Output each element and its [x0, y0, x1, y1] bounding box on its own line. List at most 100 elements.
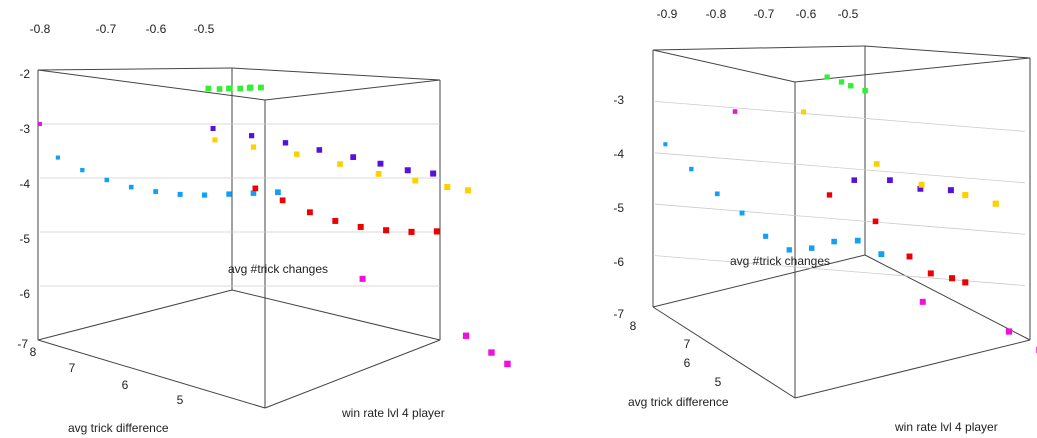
data-point [887, 177, 893, 184]
z-tick-label: -6 [613, 255, 624, 269]
data-point [128, 184, 134, 190]
data-point [38, 122, 42, 126]
data-point [359, 275, 366, 282]
data-point [739, 210, 745, 216]
z-tick-label: -5 [19, 232, 30, 246]
data-point [949, 275, 956, 282]
top-tick-label: -0.9 [657, 7, 678, 21]
top-tick-label: -0.5 [838, 7, 859, 21]
depth-tick-label: 7 [684, 337, 691, 351]
data-point [357, 223, 364, 230]
z-axis-title: avg #trick changes [228, 262, 328, 276]
top-tick-label: -0.7 [754, 7, 775, 21]
depth-tick-label: 5 [177, 393, 184, 407]
data-point [732, 109, 738, 114]
data-point [383, 227, 390, 234]
data-point [714, 191, 720, 197]
data-point [917, 185, 924, 192]
data-point [831, 238, 837, 245]
data-point [316, 147, 323, 153]
data-point [826, 192, 833, 198]
z-tick-labels: -3 -4 -5 -6 -7 [613, 93, 624, 321]
data-point [249, 133, 255, 139]
top-tick-label: -0.6 [796, 7, 817, 21]
data-point [279, 197, 286, 204]
data-point [962, 279, 969, 286]
data-point [848, 83, 854, 89]
data-point [992, 200, 999, 207]
top-tick-label: -0.8 [706, 7, 727, 21]
data-point [464, 187, 472, 194]
z-tick-label: -3 [613, 93, 624, 107]
top-tick-label: -0.6 [146, 22, 167, 36]
z-tick-label: -3 [19, 122, 30, 136]
x-axis-title: win rate lvl 4 player [341, 406, 445, 420]
grid-lines [40, 123, 440, 287]
data-point [306, 209, 313, 216]
data-point [412, 177, 419, 184]
z-tick-label: -4 [19, 177, 30, 191]
data-point [104, 177, 110, 183]
depth-tick-label: 6 [684, 356, 691, 370]
grid-line [654, 255, 1026, 286]
data-point [377, 160, 384, 167]
z-tick-label: -7 [613, 307, 624, 321]
data-point [862, 87, 868, 94]
depth-tick-label: 7 [69, 361, 76, 375]
data-point [201, 192, 208, 198]
data-point [906, 253, 913, 260]
top-tick-labels: -0.8 -0.7 -0.6 -0.5 [30, 22, 215, 36]
chart-panel-left: -0.8 -0.7 -0.6 -0.5 -2 -3 -4 -5 -6 -7 8 … [17, 22, 511, 435]
grid-line [654, 152, 1026, 184]
grid-lines [654, 101, 1026, 286]
data-point [275, 189, 281, 196]
data-point [663, 142, 668, 147]
y-axis-title: avg trick difference [628, 395, 729, 409]
data-point [282, 140, 289, 146]
z-tick-label: -5 [613, 201, 624, 215]
data-point [227, 85, 233, 92]
z-tick-labels: -2 -3 -4 -5 -6 -7 [17, 67, 30, 351]
data-point [430, 170, 437, 177]
plot-box [37, 67, 441, 409]
data-point [838, 79, 845, 85]
data-point [851, 177, 858, 183]
data-point [824, 74, 830, 80]
data-point [250, 144, 257, 150]
z-tick-label: -2 [19, 67, 30, 81]
data-point [808, 245, 815, 251]
depth-tick-label: 5 [715, 375, 722, 389]
data-point [375, 171, 382, 177]
data-point [786, 247, 792, 253]
data-point [433, 228, 440, 235]
data-point [216, 86, 223, 92]
depth-tick-labels: 8 7 6 5 [630, 319, 722, 389]
z-tick-label: -6 [19, 287, 30, 301]
data-point [212, 137, 218, 143]
data-point [504, 360, 511, 368]
data-point [873, 161, 880, 167]
data-point [205, 85, 212, 92]
data-point [332, 218, 339, 224]
data-point [689, 166, 694, 172]
data-point [55, 155, 60, 160]
data-point [878, 251, 885, 258]
data-point [408, 228, 415, 235]
data-point [462, 332, 470, 339]
data-point [337, 161, 343, 167]
data-point [250, 190, 257, 196]
data-point [919, 298, 926, 305]
data-point [1005, 328, 1013, 335]
data-point [294, 151, 300, 157]
top-tick-label: -0.5 [194, 22, 215, 36]
data-point [404, 167, 411, 174]
z-tick-label: -4 [613, 147, 624, 161]
data-point [177, 191, 183, 197]
grid-line [654, 203, 1026, 235]
data-point [153, 189, 159, 194]
depth-tick-label: 6 [122, 378, 129, 392]
z-tick-label: -7 [17, 337, 28, 351]
depth-tick-labels: 8 7 6 5 [30, 345, 184, 407]
data-point [252, 185, 259, 192]
